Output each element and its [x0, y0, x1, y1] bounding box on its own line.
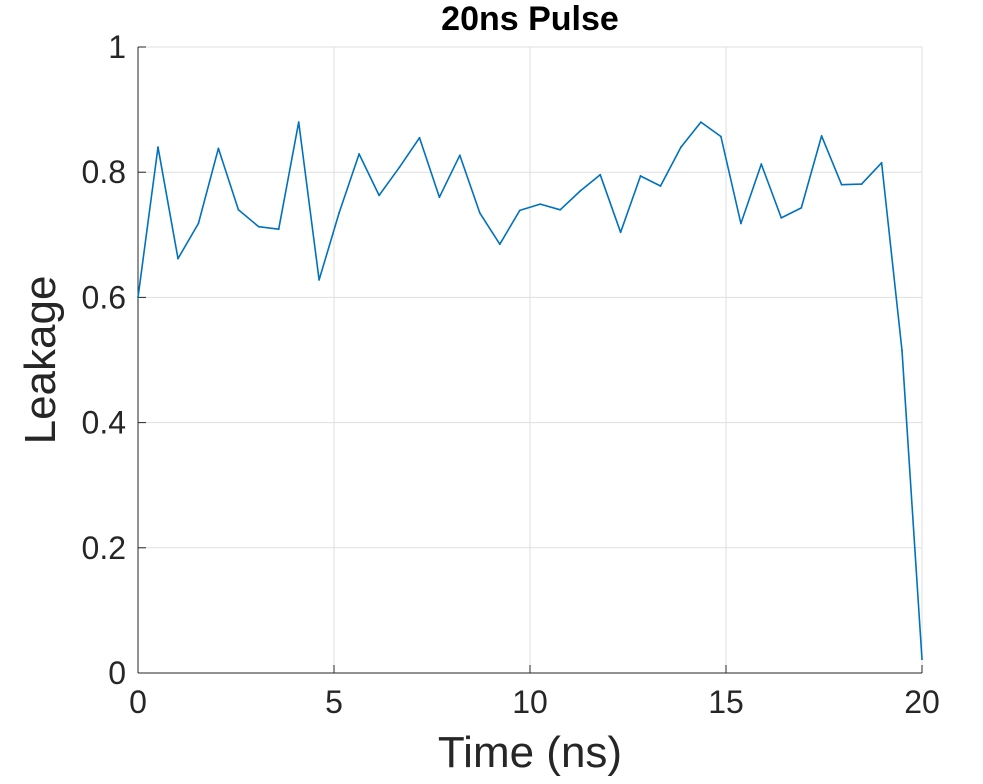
chart-title: 20ns Pulse: [441, 0, 619, 38]
data-point: [639, 175, 642, 177]
data-point: [539, 203, 542, 206]
axis-ticks: 0 5 10 15 20 0 0.2 0.4 0.6 0.8 1: [82, 29, 940, 720]
x-tick-label: 20: [904, 684, 940, 720]
data-point: [398, 166, 401, 169]
data-point: [820, 134, 823, 137]
data-point: [318, 278, 321, 281]
data-point: [860, 183, 863, 185]
data-point: [157, 146, 159, 149]
series-line: [137, 121, 923, 660]
data-point: [197, 222, 200, 225]
data-point: [840, 183, 843, 186]
data-point: [720, 135, 722, 138]
y-axis-label: Leakage: [16, 276, 65, 445]
data-point: [217, 147, 220, 150]
x-tick-label: 10: [512, 684, 548, 720]
data-point: [237, 208, 240, 211]
data-point: [921, 658, 923, 661]
series-group: [137, 121, 923, 661]
data-point: [277, 228, 280, 231]
y-tick-label: 0.6: [82, 279, 126, 315]
data-point: [478, 211, 481, 214]
data-point: [619, 231, 622, 234]
grid-lines: [137, 46, 923, 674]
data-point: [780, 216, 783, 219]
data-point: [418, 136, 421, 139]
data-point: [458, 154, 461, 157]
data-point: [137, 296, 139, 299]
x-tick-label: 15: [708, 684, 744, 720]
data-point: [800, 206, 803, 209]
data-point: [700, 121, 702, 124]
data-point: [358, 153, 360, 155]
data-point: [297, 121, 300, 124]
y-tick-label: 1: [108, 29, 126, 65]
data-point: [177, 257, 179, 260]
x-tick-label: 5: [325, 684, 343, 720]
data-point: [880, 161, 883, 164]
data-point: [680, 146, 682, 149]
data-point: [599, 173, 602, 176]
y-tick-label: 0.8: [82, 154, 126, 190]
y-tick-label: 0.2: [82, 530, 126, 566]
data-point: [739, 222, 742, 225]
y-tick-label: 0: [108, 655, 126, 691]
y-tick-label: 0.4: [82, 405, 126, 441]
x-tick-label: 0: [129, 684, 147, 720]
data-point: [760, 163, 763, 165]
data-point: [559, 208, 562, 211]
data-point: [438, 196, 441, 199]
data-point: [498, 243, 501, 246]
data-point: [257, 225, 260, 228]
data-point: [378, 194, 380, 197]
data-point: [659, 185, 662, 187]
data-point: [338, 211, 340, 214]
x-axis-label: Time (ns): [438, 728, 622, 777]
data-point: [518, 209, 521, 212]
data-point: [901, 349, 903, 352]
data-point: [579, 190, 582, 192]
